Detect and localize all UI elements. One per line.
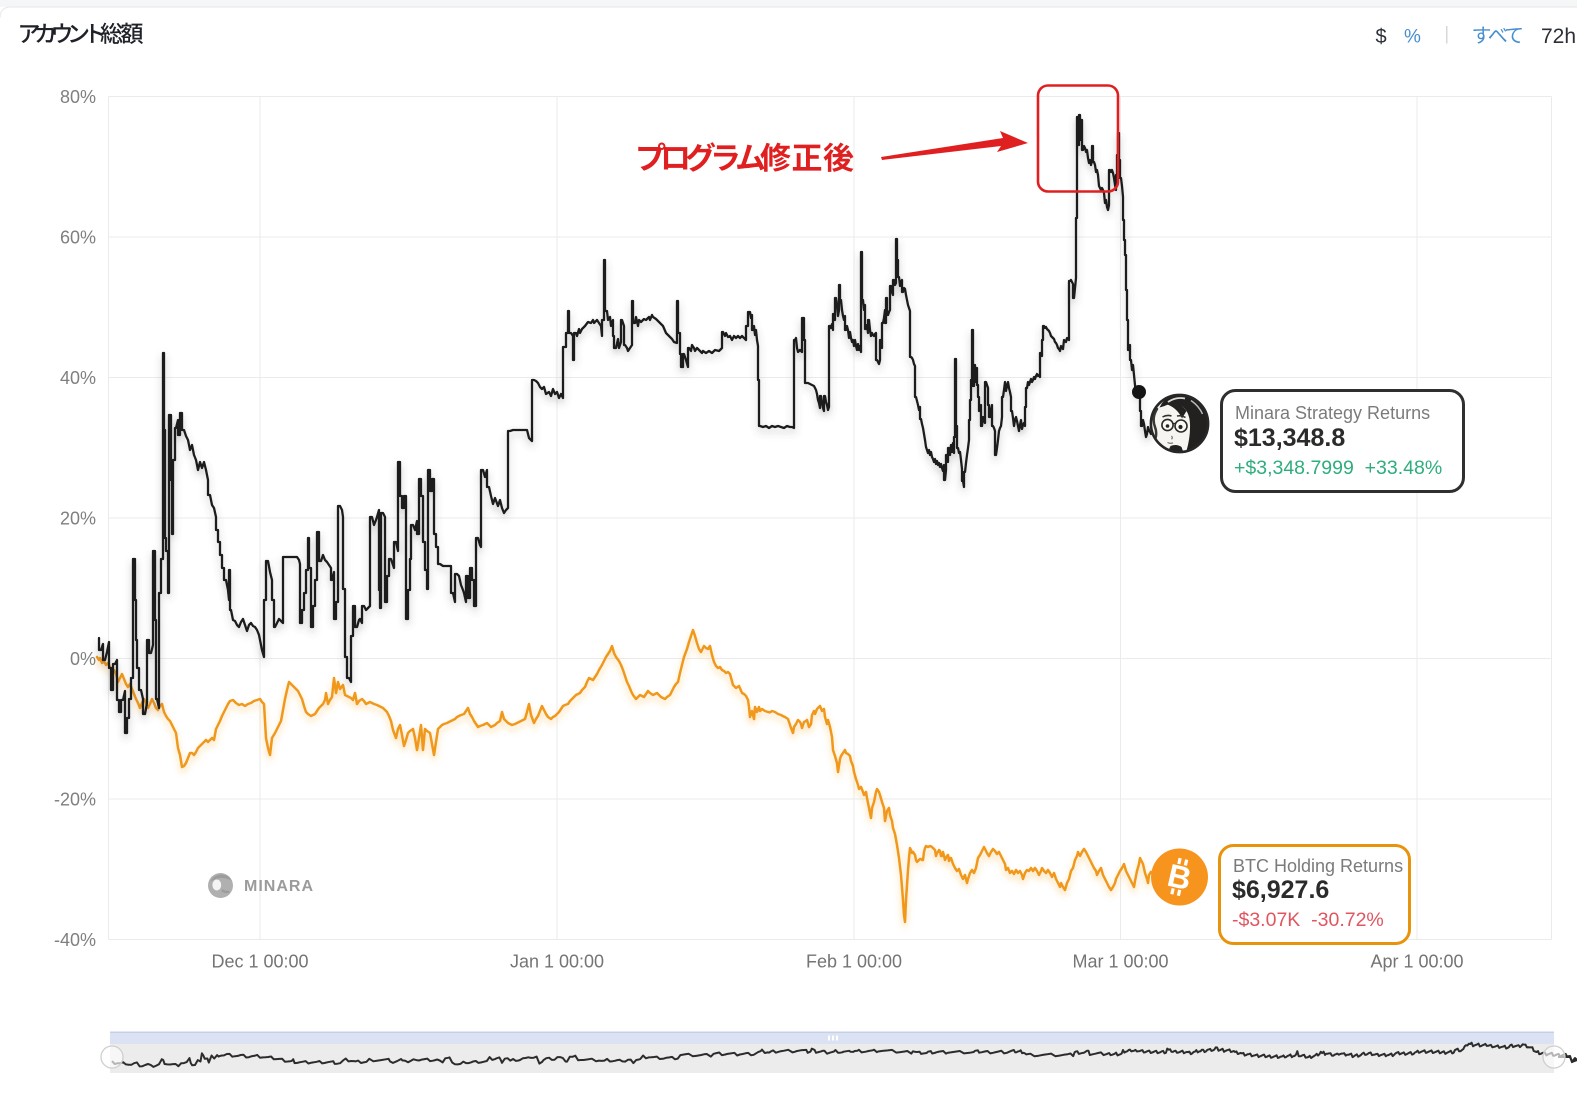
svg-text:%: % (1404, 27, 1421, 48)
svg-text:72h: 72h (1541, 25, 1576, 48)
svg-text:20%: 20% (60, 509, 96, 529)
svg-text:$13,348.8: $13,348.8 (1234, 424, 1345, 452)
svg-text:MINARA: MINARA (244, 878, 314, 895)
svg-text:+$3,348.7999 +33.48%: +$3,348.7999 +33.48% (1234, 457, 1442, 479)
svg-text:Dec 1 00:00: Dec 1 00:00 (211, 952, 308, 972)
svg-text:Mar 1 00:00: Mar 1 00:00 (1072, 952, 1168, 972)
svg-text:$6,927.6: $6,927.6 (1232, 876, 1329, 904)
svg-text:Feb 1 00:00: Feb 1 00:00 (806, 952, 902, 972)
svg-text:40%: 40% (60, 368, 96, 388)
svg-text:60%: 60% (60, 228, 96, 248)
svg-text:-20%: -20% (54, 790, 96, 810)
svg-text:$: $ (1376, 26, 1387, 48)
svg-text:-40%: -40% (54, 930, 96, 950)
svg-text:Apr 1 00:00: Apr 1 00:00 (1370, 952, 1463, 972)
svg-text:Minara Strategy Returns: Minara Strategy Returns (1235, 403, 1430, 423)
svg-text:0%: 0% (70, 649, 96, 669)
svg-text:80%: 80% (60, 87, 96, 107)
svg-text:BTC Holding Returns: BTC Holding Returns (1233, 856, 1403, 876)
svg-text:Jan 1 00:00: Jan 1 00:00 (510, 952, 604, 972)
svg-text:-$3.07K -30.72%: -$3.07K -30.72% (1232, 909, 1384, 931)
